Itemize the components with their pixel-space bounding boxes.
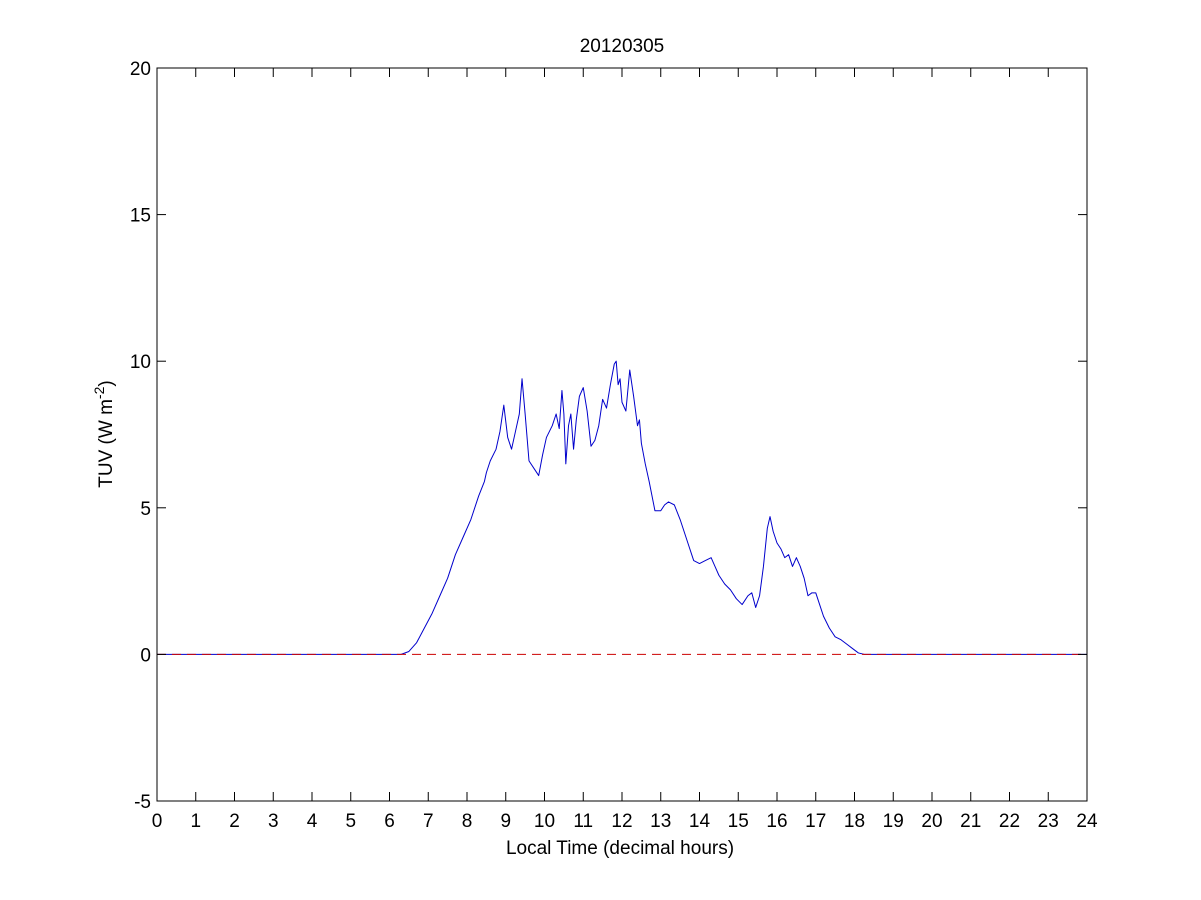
x-tick-label: 15 <box>728 811 749 832</box>
y-tick-label: 10 <box>130 352 151 373</box>
y-axis-title: TUV (W m-2) <box>91 380 117 487</box>
x-tick-label: 18 <box>844 811 865 832</box>
x-tick-label: 20 <box>921 811 942 832</box>
x-tick-label: 21 <box>960 811 981 832</box>
x-tick-label: 9 <box>500 811 511 832</box>
x-tick-label: 16 <box>766 811 787 832</box>
x-tick-label: 0 <box>152 811 163 832</box>
y-tick-label: -5 <box>134 792 151 813</box>
chart-title: 20120305 <box>580 36 665 57</box>
x-tick-label: 3 <box>268 811 279 832</box>
tick-layer: 0 1 2 3 4 5 6 7 8 9 10 11 12 13 14 15 16 17 18 19 20 21 22 23 24… <box>130 59 1098 832</box>
x-tick-label: 24 <box>1076 811 1098 832</box>
x-tick-label: 19 <box>883 811 904 832</box>
plot-background <box>157 68 1087 801</box>
series-layer <box>157 360 1087 655</box>
y-tick-label: 15 <box>130 206 151 227</box>
x-tick-label: 10 <box>534 811 555 832</box>
x-tick-label: 4 <box>307 811 318 832</box>
x-tick-label: 11 <box>573 811 593 832</box>
y-axis-title-close: ) <box>96 380 117 386</box>
y-axis-title-superscript: -2 <box>91 386 107 399</box>
x-tick-label: 8 <box>462 811 473 832</box>
x-tick-label: 14 <box>689 811 711 832</box>
y-tick-label: 5 <box>140 499 151 520</box>
y-tick-label: 20 <box>130 59 151 80</box>
x-tick-label: 13 <box>650 811 671 832</box>
x-tick-label: 12 <box>611 811 632 832</box>
x-tick-label: 22 <box>999 811 1020 832</box>
y-axis-title-base: TUV (W m <box>96 399 117 488</box>
x-axis-title: Local Time (decimal hours) <box>506 838 734 859</box>
y-tick-label: 0 <box>140 645 151 666</box>
x-tick-label: 1 <box>190 811 201 832</box>
x-tick-label: 17 <box>805 811 826 832</box>
plot-frame <box>156 67 1088 802</box>
x-tick-label: 6 <box>384 811 395 832</box>
x-tick-label: 2 <box>229 811 240 832</box>
x-tick-label: 7 <box>423 811 434 832</box>
tuv-series-line <box>157 360 1087 655</box>
x-tick-label: 23 <box>1038 811 1059 832</box>
x-tick-label: 5 <box>345 811 356 832</box>
